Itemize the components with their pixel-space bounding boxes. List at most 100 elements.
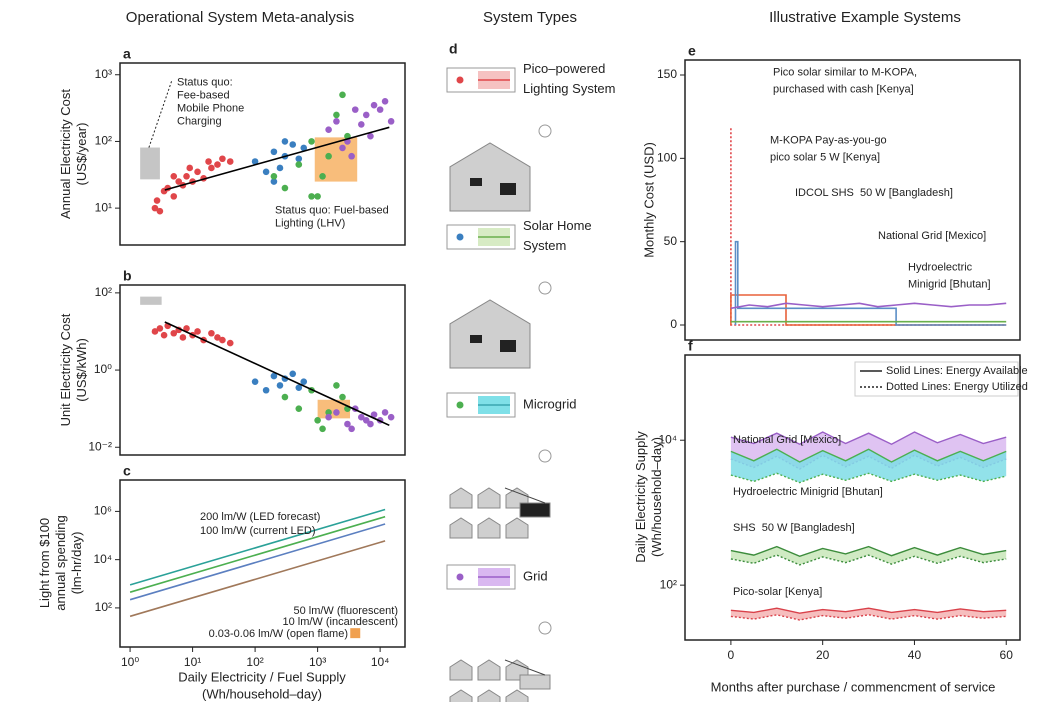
icon — [478, 518, 500, 538]
y-tick-label: 10¹ — [95, 200, 112, 214]
point — [352, 106, 359, 113]
series-label: 0.03-0.06 lm/W (open flame) — [209, 628, 348, 640]
text-line: Lighting System — [523, 81, 616, 96]
point — [170, 173, 177, 180]
y-tick-label: 10² — [95, 600, 112, 614]
series-line — [731, 295, 1006, 325]
point — [263, 387, 270, 394]
type-dot — [457, 574, 464, 581]
point — [314, 193, 321, 200]
text-line: pico solar 5 W [Kenya] — [770, 151, 880, 163]
x-axis-label: Daily Electricity / Fuel Supply(Wh/house… — [178, 670, 346, 702]
point — [154, 197, 161, 204]
point — [339, 92, 346, 99]
x-tick-label: 0 — [728, 648, 735, 662]
panel-letter: e — [688, 43, 696, 59]
y-axis-label: Daily Electricity Supply(Wh/household–da… — [633, 431, 664, 563]
x-tick-label: 10⁰ — [121, 655, 139, 669]
text-line: Light from $100 — [37, 518, 52, 608]
y-tick-label: 10² — [95, 134, 112, 148]
point — [382, 409, 389, 416]
legend-label: Solid Lines: Energy Available — [886, 365, 1028, 377]
point — [277, 165, 284, 172]
text-line: (lm-hr/day) — [69, 532, 84, 595]
text-line: Daily Electricity Supply — [633, 431, 648, 563]
y-tick-label: 10² — [660, 577, 677, 591]
series-label: Pico solar similar to M-KOPA, purchased w… — [773, 66, 917, 95]
icon-detail — [500, 183, 516, 195]
icon — [478, 488, 500, 508]
series-label: Pico-solar [Kenya] — [733, 586, 822, 598]
point — [289, 371, 296, 378]
system-type: Microgrid — [447, 393, 576, 538]
point — [348, 153, 355, 160]
point — [388, 118, 395, 125]
x-tick-label: 10⁴ — [371, 655, 390, 669]
system-type: Pico–powered Lighting System — [447, 61, 616, 211]
point — [277, 382, 284, 389]
icon-detail — [470, 335, 482, 343]
y-tick-label: 10² — [95, 285, 112, 299]
point — [219, 155, 226, 162]
point — [363, 112, 370, 119]
sun-icon — [539, 450, 551, 462]
point — [325, 414, 332, 421]
y-axis-label: Monthly Cost (USD) — [641, 142, 656, 258]
point — [289, 141, 296, 148]
point — [367, 421, 374, 428]
section-header: System Types — [483, 9, 577, 26]
point — [325, 126, 332, 133]
point — [333, 409, 340, 416]
series-label: National Grid [Mexico] — [733, 434, 841, 446]
section-header: Illustrative Example Systems — [769, 9, 961, 26]
text-line: Pico–powered — [523, 61, 605, 76]
text-line: Status quo: Fuel-based — [275, 204, 389, 216]
point — [319, 426, 326, 433]
point — [371, 102, 378, 109]
icon — [506, 518, 528, 538]
utilized-line — [731, 615, 1006, 620]
y-tick-label: 150 — [657, 67, 677, 81]
y-axis-label: Light from $100annual spending(lm-hr/day… — [37, 515, 84, 610]
x-tick-label: 10² — [246, 655, 263, 669]
series-label: 200 lm/W (LED forecast) — [200, 511, 320, 523]
x-axis-label: Months after purchase / commencment of s… — [711, 679, 996, 694]
text-line: System — [523, 238, 566, 253]
point — [271, 173, 278, 180]
point — [339, 394, 346, 401]
point — [358, 121, 365, 128]
legend-label: Dotted Lines: Energy Utilized — [886, 381, 1028, 393]
icon — [450, 488, 472, 508]
y-tick-label: 50 — [664, 234, 678, 248]
point — [263, 169, 270, 176]
marker — [350, 628, 360, 638]
y-tick-label: 100 — [657, 151, 677, 165]
panel-letter: f — [688, 338, 693, 354]
point — [295, 155, 302, 162]
point — [170, 193, 177, 200]
icon — [450, 300, 530, 368]
text-line: Annual Electricity Cost — [58, 89, 73, 219]
point — [157, 208, 164, 215]
series-label: IDCOL SHS 50 W [Bangladesh] — [795, 187, 953, 199]
point — [227, 340, 234, 347]
point — [194, 328, 201, 335]
x-tick-label: 60 — [1000, 648, 1014, 662]
text-line: annual spending — [53, 515, 68, 610]
point — [183, 173, 190, 180]
point — [282, 394, 289, 401]
point — [194, 169, 201, 176]
text-line: Mobile Phone — [177, 102, 244, 114]
icon — [450, 690, 472, 702]
x-tick-label: 40 — [908, 648, 922, 662]
panel-letter: c — [123, 463, 131, 479]
axes-frame — [120, 285, 405, 455]
type-name: Pico–powered Lighting System — [523, 61, 616, 96]
point — [227, 158, 234, 165]
text-line: Pico solar similar to M-KOPA, — [773, 66, 917, 78]
text-line: purchased with cash [Kenya] — [773, 83, 914, 95]
point — [282, 138, 289, 145]
type-dot — [457, 77, 464, 84]
section-header: Operational System Meta-analysis — [126, 9, 354, 26]
